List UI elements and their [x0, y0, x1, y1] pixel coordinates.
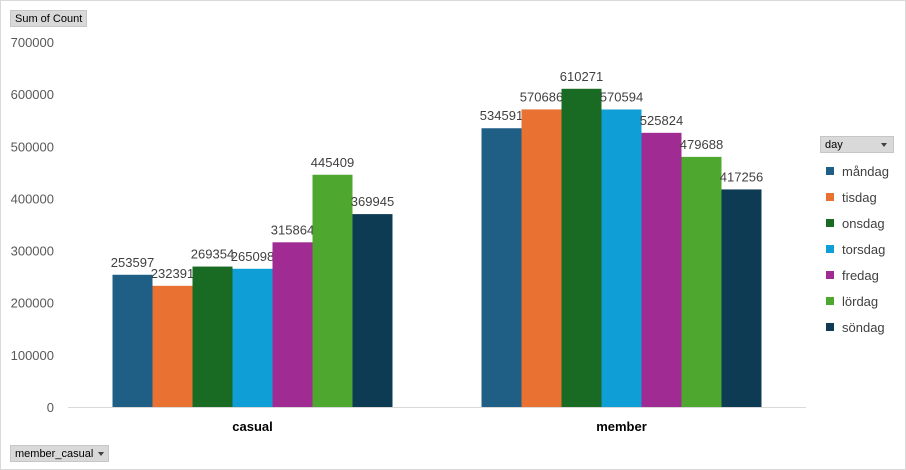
- dropdown-arrow-icon[interactable]: [881, 143, 887, 147]
- data-label: 369945: [351, 194, 394, 209]
- data-label: 417256: [720, 169, 763, 184]
- legend-item: tisdag: [826, 184, 889, 210]
- values-field-label: Sum of Count: [15, 13, 83, 25]
- legend-item: fredag: [826, 262, 889, 288]
- values-field-button[interactable]: Sum of Count: [10, 10, 88, 27]
- legend-swatch: [826, 245, 834, 253]
- data-label: 315864: [271, 222, 314, 237]
- legend-label: tisdag: [842, 189, 877, 205]
- y-tick-label: 200000: [11, 296, 54, 311]
- bar-söndag-member: [721, 189, 762, 407]
- data-label: 269354: [191, 247, 234, 262]
- legend-swatch: [826, 167, 834, 175]
- legend-item: måndag: [826, 158, 889, 184]
- legend-swatch: [826, 297, 834, 305]
- bar-måndag-casual: [112, 274, 153, 407]
- axis-field-button[interactable]: member_casual: [10, 445, 110, 462]
- legend-label: måndag: [842, 163, 889, 179]
- legend-label: onsdag: [842, 215, 885, 231]
- y-tick-label: 500000: [11, 139, 54, 154]
- legend-item: söndag: [826, 314, 889, 340]
- legend-label: lördag: [842, 293, 879, 309]
- data-label: 253597: [111, 255, 154, 270]
- legend-label: torsdag: [842, 241, 886, 257]
- category-label: member: [596, 419, 647, 434]
- bar-torsdag-member: [601, 109, 642, 407]
- data-label: 232391: [151, 266, 194, 281]
- legend-swatch: [826, 323, 834, 331]
- legend-swatch: [826, 219, 834, 227]
- bar-fredag-casual: [272, 242, 313, 407]
- bar-onsdag-member: [561, 88, 602, 407]
- legend-item: torsdag: [826, 236, 889, 262]
- legend-swatch: [826, 193, 834, 201]
- bar-torsdag-casual: [232, 268, 273, 407]
- bar-måndag-member: [481, 128, 522, 408]
- bar-fredag-member: [641, 132, 682, 407]
- legend-item: lördag: [826, 288, 889, 314]
- y-tick-label: 300000: [11, 244, 54, 259]
- data-label: 445409: [311, 155, 354, 170]
- data-label: 479688: [680, 137, 723, 152]
- data-label: 570594: [600, 89, 643, 104]
- data-label: 610271: [560, 69, 603, 84]
- y-tick-label: 400000: [11, 191, 54, 206]
- bar-söndag-casual: [352, 214, 393, 407]
- bar-tisdag-member: [521, 109, 562, 408]
- y-tick-label: 100000: [11, 348, 54, 363]
- y-tick-label: 600000: [11, 87, 54, 102]
- y-tick-label: 700000: [11, 35, 54, 50]
- bar-lördag-member: [681, 156, 722, 407]
- data-label: 534591: [480, 108, 523, 123]
- data-label: 570686: [520, 89, 563, 104]
- legend-item: onsdag: [826, 210, 889, 236]
- dropdown-arrow-icon[interactable]: [98, 452, 105, 457]
- legend: måndag tisdag onsdag torsdag fredag lördag sön…: [826, 158, 889, 340]
- legend-field-label: day: [825, 139, 843, 151]
- data-label: 265098: [231, 249, 274, 264]
- data-label: 525824: [640, 113, 683, 128]
- legend-label: söndag: [842, 319, 885, 335]
- legend-swatch: [826, 271, 834, 279]
- bar-tisdag-casual: [152, 285, 193, 407]
- y-tick-label: 0: [47, 400, 54, 415]
- axis-field-label: member_casual: [15, 448, 94, 460]
- category-label: casual: [232, 419, 272, 434]
- bar-onsdag-casual: [192, 266, 233, 407]
- legend-field-button[interactable]: day: [820, 136, 894, 153]
- legend-label: fredag: [842, 267, 879, 283]
- bar-lördag-casual: [312, 174, 353, 407]
